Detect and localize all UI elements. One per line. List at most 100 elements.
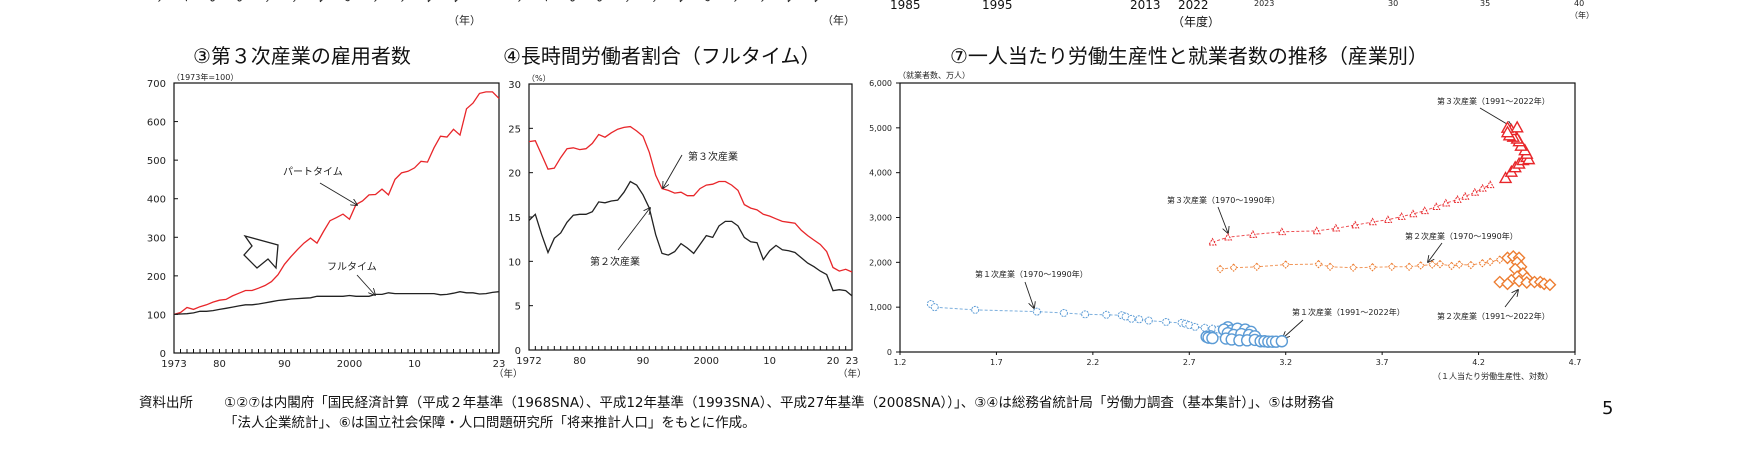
c4-y-tick-label: 0 bbox=[515, 346, 521, 357]
c7-point-2 bbox=[1325, 262, 1335, 272]
c7-x-tick-label: 2.2 bbox=[1086, 358, 1099, 367]
c4-series-line-0 bbox=[528, 125, 853, 273]
source-text-line1: ①②⑦は内閣府「国民経済計算（平成２年基準（1968SNA）、平成12年基準（1… bbox=[224, 395, 1335, 411]
annotation-arrow bbox=[319, 182, 357, 205]
c7-point-4 bbox=[1397, 212, 1406, 220]
annotation-tertiary: 第３次産業 bbox=[688, 152, 738, 163]
annotation-arrow bbox=[1428, 242, 1443, 262]
chart7-title: ⑦一人当たり労働生産性と就業者数の推移（産業別） bbox=[950, 44, 1428, 68]
page-number: 5 bbox=[1602, 398, 1614, 419]
fiscal-year-tick: 1995 bbox=[982, 0, 1013, 12]
c3-y-tick-label: 0 bbox=[160, 349, 166, 360]
c3-y-tick-label: 200 bbox=[147, 272, 166, 283]
projection-year-tick: 30 bbox=[1388, 0, 1399, 8]
fiscal-year-tick: 2022 bbox=[1178, 0, 1209, 12]
c4-x-tick-label: 90 bbox=[637, 356, 650, 367]
c7-y-tick-label: 3,000 bbox=[869, 214, 892, 223]
c7-point-4 bbox=[1383, 215, 1393, 224]
c7-point-3 bbox=[1543, 278, 1557, 292]
annotation-arrow bbox=[1504, 290, 1518, 308]
c7-point-4 bbox=[1431, 202, 1441, 211]
c7-point-4 bbox=[1208, 237, 1217, 246]
annotation-secondary: 第２次産業 bbox=[590, 257, 640, 268]
c4-x-tick-label: 10 bbox=[763, 356, 776, 367]
chart3-y-unit: （1973年=100） bbox=[172, 73, 239, 82]
c7-x-tick-label: 3.7 bbox=[1376, 358, 1389, 367]
c7-point-2 bbox=[1314, 259, 1323, 269]
c7-point-4 bbox=[1312, 226, 1321, 235]
c4-x-tick-label: 2000 bbox=[694, 356, 719, 367]
c7-point-4 bbox=[1478, 183, 1487, 192]
c7-point-5 bbox=[1510, 120, 1524, 133]
year-unit-label: （年） bbox=[822, 14, 855, 27]
c7-point-4 bbox=[1420, 206, 1429, 215]
c4-plot-frame bbox=[528, 83, 853, 351]
c7-point-4 bbox=[1331, 223, 1341, 232]
fiscal-year-tick: 1985 bbox=[890, 0, 921, 12]
c4-y-tick-label: 20 bbox=[508, 169, 521, 180]
annotation-arrow bbox=[1217, 206, 1228, 233]
c7-point-0 bbox=[1144, 316, 1153, 325]
chart7-x-unit: （１人当たり労働生産性、対数） bbox=[1433, 372, 1553, 381]
annotation-tertiary-1970-1990: 第３次産業（1970～1990年） bbox=[1167, 196, 1280, 205]
c3-series-line-1 bbox=[173, 291, 500, 316]
c7-point-0 bbox=[971, 305, 980, 314]
c7-point-0 bbox=[1191, 322, 1200, 331]
fiscal-year-unit: （年度） bbox=[1172, 15, 1221, 29]
c7-x-tick-label: 3.2 bbox=[1279, 358, 1292, 367]
c7-point-0 bbox=[1135, 315, 1144, 324]
annotation-arrow bbox=[1283, 319, 1304, 338]
c7-y-tick-label: 0 bbox=[887, 348, 892, 357]
c7-x-tick-label: 4.7 bbox=[1569, 358, 1582, 367]
annotation-arrow bbox=[617, 208, 650, 251]
c3-y-tick-label: 700 bbox=[147, 79, 166, 90]
c7-y-tick-label: 6,000 bbox=[869, 79, 892, 88]
c4-y-tick-label: 30 bbox=[508, 80, 521, 91]
c7-point-4 bbox=[1453, 195, 1462, 203]
c7-point-5 bbox=[1498, 171, 1513, 184]
c7-point-5 bbox=[1500, 125, 1515, 138]
c7-point-4 bbox=[1277, 227, 1287, 236]
c3-y-tick-label: 400 bbox=[147, 195, 166, 206]
annotation-arrow bbox=[356, 274, 375, 295]
c3-y-tick-label: 300 bbox=[147, 233, 166, 244]
fiscal-year-tick: 2013 bbox=[1130, 0, 1161, 12]
c7-point-2 bbox=[1349, 263, 1358, 272]
c7-point-1 bbox=[1206, 331, 1219, 345]
c7-point-2 bbox=[1435, 259, 1445, 269]
c7-point-2 bbox=[1485, 257, 1495, 267]
c3-x-tick-label: 10 bbox=[408, 359, 421, 370]
c3-x-tick-label: 1973 bbox=[161, 359, 186, 370]
chart3-title: ③第３次産業の雇用者数 bbox=[193, 44, 411, 68]
c7-x-tick-label: 2.7 bbox=[1183, 358, 1196, 367]
c4-y-tick-label: 10 bbox=[508, 257, 521, 268]
projection-year-tick: 35 bbox=[1480, 0, 1491, 8]
c7-point-2 bbox=[1478, 259, 1487, 268]
c7-point-2 bbox=[1387, 262, 1396, 272]
c3-x-tick-label: 23 bbox=[493, 359, 506, 370]
c7-point-0 bbox=[1059, 308, 1068, 317]
c4-x-tick-label: 1972 bbox=[516, 356, 541, 367]
c7-point-4 bbox=[1248, 230, 1258, 238]
annotation-secondary-1970-1990: 第２次産業（1970～1990年） bbox=[1405, 232, 1518, 241]
c4-x-tick-label: 23 bbox=[846, 356, 859, 367]
c7-x-tick-label: 4.2 bbox=[1472, 358, 1485, 367]
c7-point-0 bbox=[930, 303, 939, 312]
c7-point-0 bbox=[1032, 307, 1041, 316]
c3-x-tick-label: 2000 bbox=[337, 359, 362, 370]
projection-year-tick: 40 bbox=[1574, 0, 1585, 8]
annotation-full-time: フルタイム bbox=[327, 262, 377, 273]
c7-point-2 bbox=[1368, 263, 1377, 272]
projection-year-tick: 2023 bbox=[1254, 0, 1275, 8]
c3-y-tick-label: 600 bbox=[147, 118, 166, 129]
annotation-primary-1991-2022: 第１次産業（1991～2022年） bbox=[1292, 308, 1405, 317]
c7-point-4 bbox=[1460, 191, 1470, 200]
annotation-part-time: パートタイム bbox=[283, 167, 343, 178]
c7-point-2 bbox=[1447, 261, 1456, 271]
c3-x-tick-label: 90 bbox=[278, 359, 291, 370]
c7-y-tick-label: 4,000 bbox=[869, 169, 892, 178]
c7-point-0 bbox=[1102, 310, 1111, 319]
c7-point-2 bbox=[1404, 262, 1414, 272]
c7-point-2 bbox=[1215, 264, 1225, 274]
